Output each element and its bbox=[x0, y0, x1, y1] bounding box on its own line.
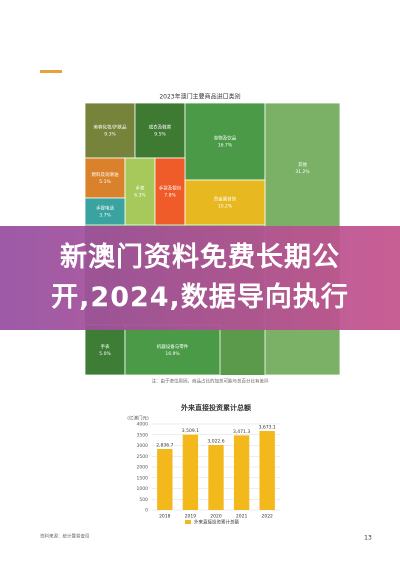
treemap-cell bbox=[184, 179, 266, 226]
cell-label: 贵金属首饰 bbox=[214, 196, 237, 203]
cell-label: 燃料及润滑油 bbox=[92, 171, 119, 178]
treemap-cell bbox=[124, 324, 221, 376]
treemap-cell bbox=[84, 197, 126, 226]
cell-share: 10.2% bbox=[218, 204, 233, 210]
y-tick-label: 2000 bbox=[137, 465, 149, 471]
cell-share: 3.7% bbox=[99, 213, 111, 219]
cell-label: 手表 bbox=[101, 343, 110, 350]
cell-share: 16.7% bbox=[218, 143, 233, 149]
y-tick-label: 4000 bbox=[137, 422, 149, 428]
x-tick-label: 2019 bbox=[185, 514, 197, 520]
treemap-note: 注：由于进位原因，商品占比的加总可能与总百分比有差异 bbox=[152, 378, 269, 385]
y-tick-label: 3000 bbox=[137, 443, 149, 449]
bar bbox=[259, 431, 275, 510]
banner: 新澳门资料免费长期公 开,2024,数据导向执行 bbox=[0, 226, 400, 330]
y-tick-label: 1500 bbox=[137, 475, 149, 481]
value-label: 2,836.7 bbox=[156, 443, 173, 449]
treemap-hidden bbox=[220, 325, 265, 375]
y-tick-label: 3500 bbox=[137, 432, 149, 438]
y-tick-label: 1000 bbox=[137, 486, 149, 492]
page-number: 13 bbox=[364, 535, 372, 542]
legend-label: 外来直接投资累计总额 bbox=[194, 519, 239, 526]
x-tick-label: 2018 bbox=[159, 514, 171, 520]
y-tick-label: 0 bbox=[145, 508, 148, 514]
y-tick-label: 2500 bbox=[137, 454, 149, 460]
banner-line: 开,2024,数据导向执行 bbox=[51, 282, 349, 313]
legend-swatch bbox=[185, 520, 191, 524]
x-tick-label: 2020 bbox=[210, 514, 222, 520]
treemap-cell bbox=[124, 157, 156, 226]
treemap-cell bbox=[154, 157, 186, 226]
cell-share: 7.8% bbox=[164, 193, 176, 199]
x-tick-label: 2021 bbox=[236, 514, 248, 520]
cell-label: 食物及饮品 bbox=[214, 135, 237, 142]
cell-label: 其他 bbox=[298, 161, 307, 168]
cell-label: 机器设备与零件 bbox=[157, 343, 189, 350]
cell-share: 9.5% bbox=[154, 132, 166, 138]
treemap-cell bbox=[134, 102, 186, 159]
cell-share: 5.1% bbox=[99, 179, 111, 185]
bar bbox=[233, 435, 250, 510]
header-accent bbox=[40, 70, 62, 73]
cell-label: 手表 bbox=[136, 185, 145, 192]
treemap-cell bbox=[84, 102, 136, 159]
cell-share: 16.9% bbox=[165, 351, 180, 357]
cell-label: 手袋及银包 bbox=[159, 185, 182, 192]
source: 资料来源：统计暨普查局 bbox=[40, 533, 90, 540]
value-label: 3,471.3 bbox=[233, 429, 250, 435]
cell-label: 美容化妆/护肤品 bbox=[93, 124, 127, 131]
y-axis-label: (亿澳门元) bbox=[127, 415, 149, 422]
chart-title: 外来直接投资累计总额 bbox=[181, 403, 251, 412]
y-tick-label: 500 bbox=[139, 497, 148, 503]
treemap-cell bbox=[184, 102, 266, 181]
cell-share: 5.0% bbox=[99, 351, 111, 357]
x-tick-label: 2022 bbox=[261, 514, 273, 520]
treemap-title: 2023年澳门主要商品进口类别 bbox=[159, 93, 240, 101]
cell-share: 31.2% bbox=[295, 169, 310, 175]
banner-line: 新澳门资料免费长期公 bbox=[60, 242, 340, 273]
bar bbox=[182, 434, 199, 510]
value-label: 3,673.1 bbox=[259, 425, 276, 431]
value-label: 3,509.1 bbox=[182, 428, 199, 434]
value-label: 3,022.6 bbox=[207, 439, 224, 445]
cell-label: 成衣及鞋类 bbox=[149, 124, 172, 131]
cell-label: 手提电话 bbox=[96, 205, 114, 212]
treemap-cell bbox=[84, 324, 126, 376]
cell-share: 6.3% bbox=[134, 193, 146, 199]
treemap-cell bbox=[84, 157, 126, 199]
cell-share: 9.3% bbox=[104, 132, 116, 138]
bar bbox=[208, 445, 224, 510]
bar bbox=[157, 449, 173, 510]
